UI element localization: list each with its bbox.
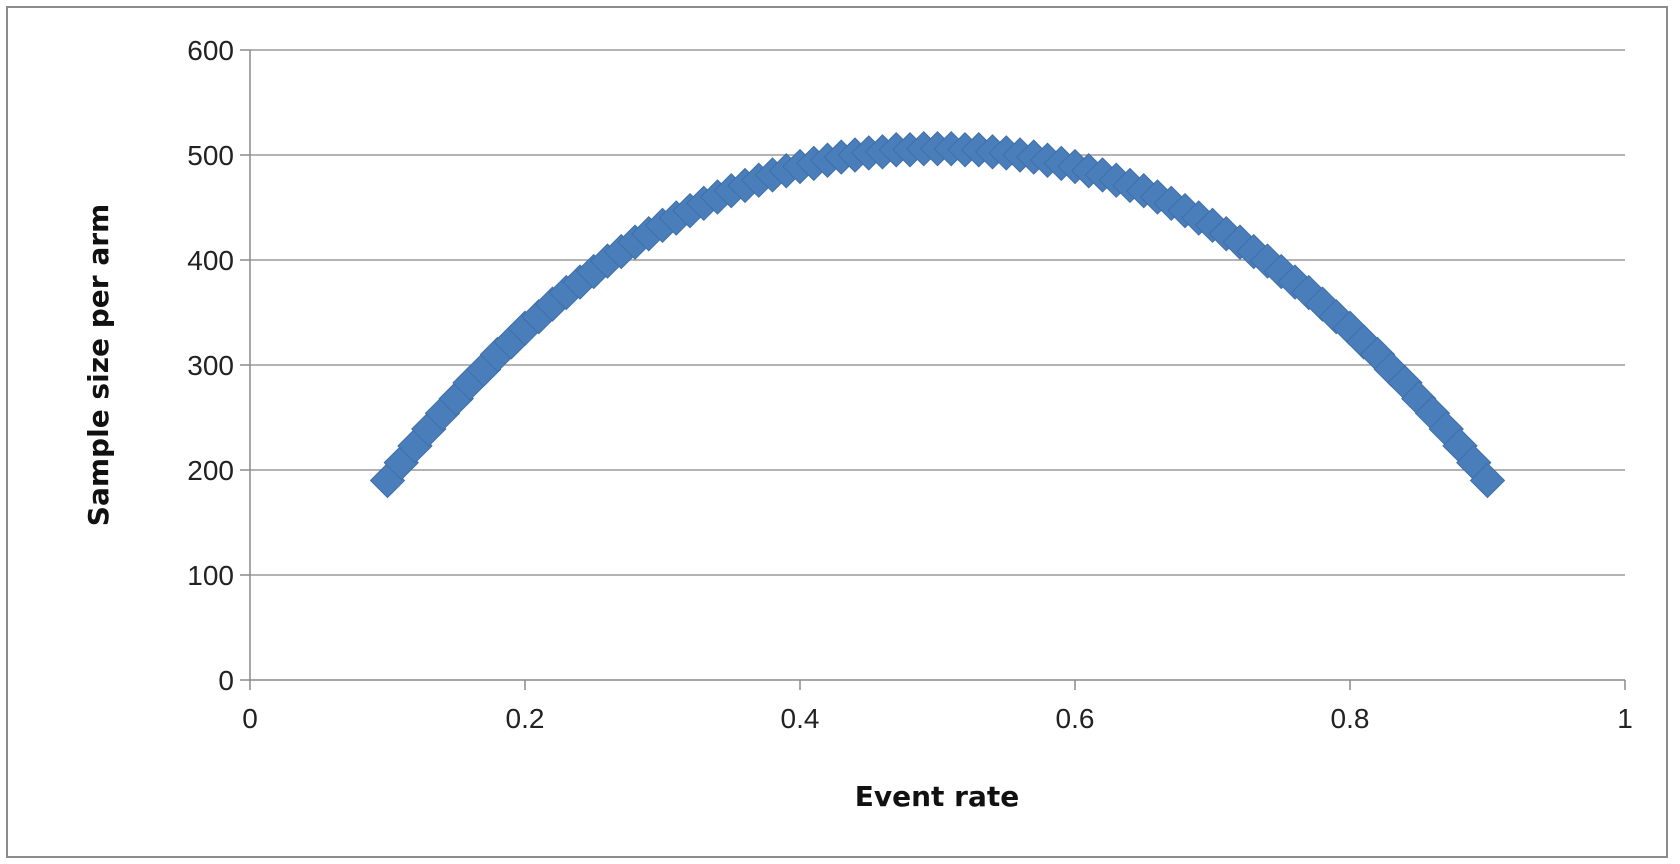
x-axis-title: Event rate [855,780,1020,813]
x-tick-label: 0.4 [781,703,820,734]
x-tick-label: 0 [242,703,258,734]
gridlines [250,49,1625,576]
y-tick-label: 300 [187,350,234,381]
y-tick-label: 400 [187,245,234,276]
y-axis-title: Sample size per arm [82,204,115,526]
y-tick-label: 600 [187,35,234,66]
y-tick-label: 200 [187,455,234,486]
data-point [1469,462,1506,499]
x-axis-ticks: 0 0.2 0.4 0.6 0.8 1 [242,680,1633,734]
x-tick-label: 0.6 [1056,703,1095,734]
y-tick-label: 0 [218,665,234,696]
y-tick-label: 500 [187,140,234,171]
y-tick-label: 100 [187,560,234,591]
x-tick-label: 1 [1617,703,1633,734]
x-tick-label: 0.2 [506,703,545,734]
x-tick-label: 0.8 [1331,703,1370,734]
y-axis-ticks: 0 100 200 300 400 500 600 [187,35,250,696]
data-series [369,130,1506,499]
